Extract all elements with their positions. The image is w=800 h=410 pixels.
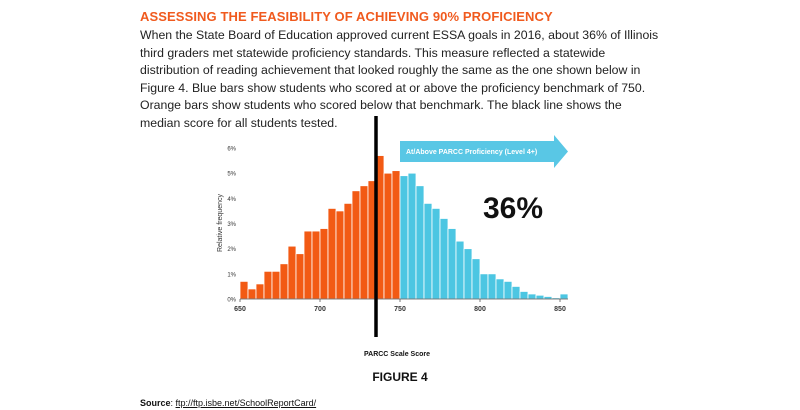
y-tick-label-1: 1% [227, 272, 236, 278]
histogram-bar-850 [559, 293, 569, 300]
histogram-bar-715 [343, 202, 353, 300]
histogram-bar-760 [415, 185, 425, 300]
percent-annotation: 36% [483, 192, 543, 225]
proficiency-arrow: At/Above PARCC Proficiency (Level 4+) [400, 135, 568, 168]
intro-paragraph: When the State Board of Education approv… [140, 28, 659, 130]
histogram-bar-720 [351, 190, 361, 300]
x-tick-label-800: 800 [474, 306, 486, 313]
histogram-bar-710 [335, 210, 345, 300]
y-axis-label: Relative frequency [217, 194, 224, 252]
x-tick-label-850: 850 [554, 306, 566, 313]
histogram-bar-825 [519, 291, 529, 300]
histogram-bar-785 [455, 240, 465, 300]
histogram-bar-695 [311, 230, 321, 300]
source-note: Source: ftp://ftp.isbe.net/SchoolReportC… [140, 398, 317, 408]
histogram-bar-740 [383, 172, 393, 300]
histogram-bar-810 [495, 278, 505, 300]
y-tick-label-2: 2% [227, 247, 236, 253]
histogram-bar-745 [391, 170, 401, 300]
histogram-bar-655 [247, 288, 257, 300]
y-tick-label-3: 3% [227, 222, 236, 228]
y-tick-label-5: 5% [227, 172, 236, 178]
histogram-bar-680 [287, 245, 297, 300]
x-tick-label-750: 750 [394, 306, 406, 313]
axes-layer: 650 700 750 800 850 0% 1% 2% 3% 4% 5% 6% [227, 147, 568, 313]
histogram-bar-650 [239, 280, 249, 300]
histogram-bar-835 [535, 294, 545, 300]
histogram-chart: 650 700 750 800 850 0% 1% 2% 3% 4% 5% 6% At/Above P… [217, 116, 569, 358]
bars-layer [239, 155, 569, 300]
y-tick-label-4: 4% [227, 197, 236, 203]
histogram-bar-815 [503, 280, 513, 300]
histogram-bar-770 [431, 207, 441, 300]
histogram-bar-755 [407, 172, 417, 300]
x-tick-label-700: 700 [314, 306, 326, 313]
histogram-bar-670 [271, 270, 281, 300]
histogram-bar-795 [471, 258, 481, 300]
figure-label: FIGURE 4 [372, 370, 428, 384]
y-tick-label-0: 0% [227, 298, 236, 304]
y-tick-label-6: 6% [227, 147, 236, 153]
histogram-bar-775 [439, 218, 449, 300]
proficiency-arrow-shape [400, 135, 568, 168]
histogram-bar-780 [447, 228, 457, 300]
histogram-bar-790 [463, 248, 473, 300]
histogram-bar-685 [295, 253, 305, 300]
histogram-bar-725 [359, 185, 369, 300]
histogram-bar-805 [487, 273, 497, 300]
histogram-bar-690 [303, 230, 313, 300]
histogram-bar-665 [263, 270, 273, 300]
histogram-bar-675 [279, 263, 289, 300]
histogram-bar-830 [527, 293, 537, 300]
histogram-bar-820 [511, 286, 521, 300]
source-label: Source [140, 398, 171, 408]
histogram-bar-700 [319, 228, 329, 300]
x-tick-label-650: 650 [234, 306, 246, 313]
histogram-bar-705 [327, 207, 337, 300]
source-link[interactable]: ftp://ftp.isbe.net/SchoolReportCard/ [175, 398, 317, 408]
proficiency-arrow-label: At/Above PARCC Proficiency (Level 4+) [406, 149, 537, 156]
histogram-bar-750 [399, 175, 409, 300]
histogram-bar-800 [479, 273, 489, 300]
section-heading: ASSESSING THE FEASIBILITY OF ACHIEVING 9… [140, 9, 553, 24]
x-axis-label: PARCC Scale Score [364, 351, 430, 358]
histogram-bar-660 [255, 283, 265, 300]
histogram-bar-765 [423, 202, 433, 300]
